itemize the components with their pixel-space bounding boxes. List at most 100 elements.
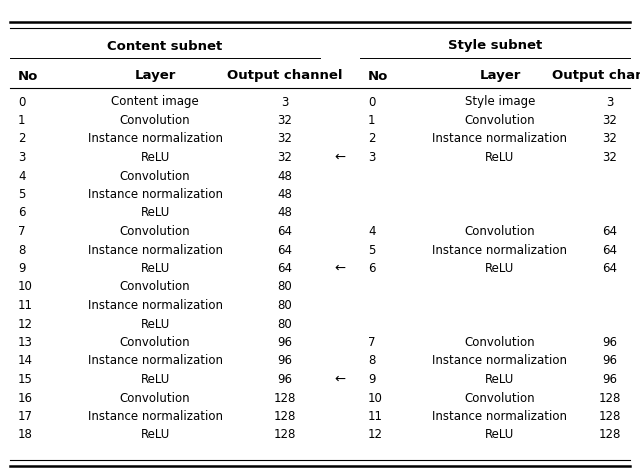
Text: Instance normalization: Instance normalization: [88, 132, 223, 146]
Text: ←: ←: [335, 373, 346, 386]
Text: 16: 16: [18, 391, 33, 405]
Text: Convolution: Convolution: [120, 391, 190, 405]
Text: 6: 6: [18, 206, 26, 219]
Text: Instance normalization: Instance normalization: [88, 355, 223, 367]
Text: Convolution: Convolution: [120, 170, 190, 182]
Text: Style subnet: Style subnet: [448, 40, 542, 52]
Text: 128: 128: [599, 429, 621, 441]
Text: 17: 17: [18, 410, 33, 423]
Text: ReLU: ReLU: [485, 262, 515, 275]
Text: 6: 6: [368, 262, 376, 275]
Text: 128: 128: [599, 391, 621, 405]
Text: 32: 32: [603, 151, 618, 164]
Text: 64: 64: [278, 262, 292, 275]
Text: 11: 11: [18, 299, 33, 312]
Text: Instance normalization: Instance normalization: [88, 410, 223, 423]
Text: 1: 1: [368, 114, 376, 127]
Text: 12: 12: [18, 317, 33, 331]
Text: 5: 5: [18, 188, 26, 201]
Text: 8: 8: [18, 244, 26, 257]
Text: 48: 48: [278, 170, 292, 182]
Text: ReLU: ReLU: [140, 317, 170, 331]
Text: 128: 128: [274, 391, 296, 405]
Text: 2: 2: [18, 132, 26, 146]
Text: 3: 3: [368, 151, 376, 164]
Text: 4: 4: [18, 170, 26, 182]
Text: Convolution: Convolution: [120, 225, 190, 238]
Text: 0: 0: [18, 96, 26, 108]
Text: ReLU: ReLU: [485, 373, 515, 386]
Text: 11: 11: [368, 410, 383, 423]
Text: 10: 10: [368, 391, 383, 405]
Text: 64: 64: [278, 244, 292, 257]
Text: Instance normalization: Instance normalization: [433, 355, 568, 367]
Text: 96: 96: [602, 373, 618, 386]
Text: 15: 15: [18, 373, 33, 386]
Text: Instance normalization: Instance normalization: [433, 244, 568, 257]
Text: ReLU: ReLU: [140, 429, 170, 441]
Text: 80: 80: [278, 281, 292, 293]
Text: 80: 80: [278, 299, 292, 312]
Text: 48: 48: [278, 188, 292, 201]
Text: Style image: Style image: [465, 96, 535, 108]
Text: Layer: Layer: [479, 70, 521, 82]
Text: 32: 32: [278, 114, 292, 127]
Text: ReLU: ReLU: [140, 151, 170, 164]
Text: Instance normalization: Instance normalization: [433, 132, 568, 146]
Text: 32: 32: [603, 114, 618, 127]
Text: 14: 14: [18, 355, 33, 367]
Text: Instance normalization: Instance normalization: [88, 244, 223, 257]
Text: 32: 32: [278, 151, 292, 164]
Text: 64: 64: [602, 225, 618, 238]
Text: Convolution: Convolution: [120, 281, 190, 293]
Text: 9: 9: [368, 373, 376, 386]
Text: 64: 64: [278, 225, 292, 238]
Text: ReLU: ReLU: [485, 429, 515, 441]
Text: 3: 3: [18, 151, 26, 164]
Text: 32: 32: [603, 132, 618, 146]
Text: 12: 12: [368, 429, 383, 441]
Text: 32: 32: [278, 132, 292, 146]
Text: Convolution: Convolution: [465, 391, 535, 405]
Text: 3: 3: [282, 96, 289, 108]
Text: 96: 96: [278, 373, 292, 386]
Text: Instance normalization: Instance normalization: [433, 410, 568, 423]
Text: Convolution: Convolution: [465, 225, 535, 238]
Text: Convolution: Convolution: [120, 114, 190, 127]
Text: 128: 128: [599, 410, 621, 423]
Text: 96: 96: [278, 355, 292, 367]
Text: Output channel: Output channel: [552, 70, 640, 82]
Text: ←: ←: [335, 262, 346, 275]
Text: Instance normalization: Instance normalization: [88, 299, 223, 312]
Text: Layer: Layer: [134, 70, 176, 82]
Text: ReLU: ReLU: [485, 151, 515, 164]
Text: 7: 7: [368, 336, 376, 349]
Text: 96: 96: [602, 355, 618, 367]
Text: ←: ←: [335, 151, 346, 164]
Text: Content image: Content image: [111, 96, 199, 108]
Text: 7: 7: [18, 225, 26, 238]
Text: 64: 64: [602, 244, 618, 257]
Text: 2: 2: [368, 132, 376, 146]
Text: 96: 96: [602, 336, 618, 349]
Text: Convolution: Convolution: [465, 114, 535, 127]
Text: 80: 80: [278, 317, 292, 331]
Text: 4: 4: [368, 225, 376, 238]
Text: Output channel: Output channel: [227, 70, 343, 82]
Text: 9: 9: [18, 262, 26, 275]
Text: Convolution: Convolution: [465, 336, 535, 349]
Text: 96: 96: [278, 336, 292, 349]
Text: 0: 0: [368, 96, 376, 108]
Text: 1: 1: [18, 114, 26, 127]
Text: ReLU: ReLU: [140, 373, 170, 386]
Text: No: No: [18, 70, 38, 82]
Text: Convolution: Convolution: [120, 336, 190, 349]
Text: Content subnet: Content subnet: [108, 40, 223, 52]
Text: 13: 13: [18, 336, 33, 349]
Text: 128: 128: [274, 410, 296, 423]
Text: 10: 10: [18, 281, 33, 293]
Text: 64: 64: [602, 262, 618, 275]
Text: No: No: [368, 70, 388, 82]
Text: 5: 5: [368, 244, 376, 257]
Text: ReLU: ReLU: [140, 262, 170, 275]
